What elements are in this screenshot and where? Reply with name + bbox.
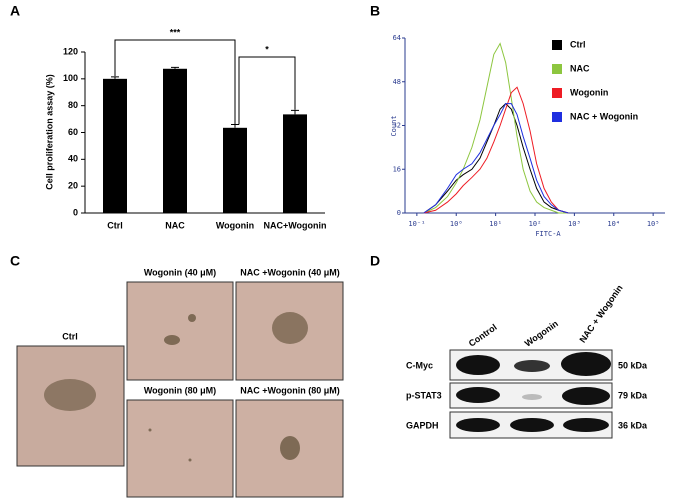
cell-cluster xyxy=(44,379,96,411)
bar xyxy=(223,127,247,213)
y-axis-label: Cell proliferation assay (%) xyxy=(44,74,54,190)
protein-label: p-STAT3 xyxy=(406,390,442,400)
image-label: Ctrl xyxy=(62,331,78,341)
significance-bracket xyxy=(238,56,296,125)
x-tick-label: 10⁴ xyxy=(607,220,620,228)
size-label: 36 kDa xyxy=(618,420,648,430)
y-tick-label: 64 xyxy=(393,34,401,42)
image-label: Wogonin (40 μM) xyxy=(144,267,216,277)
protein-label: GAPDH xyxy=(406,420,439,430)
legend-label: NAC + Wogonin xyxy=(570,111,638,121)
lane-label: Control xyxy=(467,322,499,349)
panel-letter: B xyxy=(370,3,380,19)
histogram-line xyxy=(423,42,569,214)
y-tick-label: 0 xyxy=(73,207,78,217)
band xyxy=(562,387,610,405)
size-label: 79 kDa xyxy=(618,390,648,400)
x-tick-label: Ctrl xyxy=(107,220,123,230)
size-label: 50 kDa xyxy=(618,360,648,370)
legend-label: NAC xyxy=(570,63,590,73)
lane-label: NAC + Wogonin xyxy=(577,283,624,345)
band xyxy=(561,352,611,376)
image xyxy=(126,399,234,498)
annotation: * xyxy=(265,44,269,54)
y-tick-label: 20 xyxy=(68,181,78,191)
x-tick-label: 10⁻¹ xyxy=(408,220,425,228)
legend-label: Wogonin xyxy=(570,87,608,97)
y-tick-label: 80 xyxy=(68,100,78,110)
histogram-line xyxy=(423,102,569,214)
y-tick-label: 0 xyxy=(397,209,401,217)
image xyxy=(126,281,234,381)
bar xyxy=(283,114,307,213)
legend-swatch xyxy=(552,88,562,98)
x-tick-label: 10² xyxy=(529,220,542,228)
band xyxy=(522,394,542,400)
histogram-line xyxy=(423,103,569,214)
x-axis-label: FITC-A xyxy=(535,230,561,238)
panel-letter: D xyxy=(370,253,380,269)
cell xyxy=(148,428,152,432)
blot xyxy=(449,349,613,439)
lane-label: Wogonin xyxy=(523,318,560,348)
x-tick-label: 10⁰ xyxy=(450,220,463,228)
y-tick-label: 60 xyxy=(68,127,78,137)
band xyxy=(456,418,500,432)
x-tick-label: 10³ xyxy=(568,220,581,228)
y-tick-label: 100 xyxy=(63,73,78,83)
image-label: Wogonin (80 μM) xyxy=(144,385,216,395)
error-bar xyxy=(231,123,239,128)
band xyxy=(456,387,500,403)
band xyxy=(456,355,500,375)
protein-label: C-Myc xyxy=(406,360,433,370)
error-bar xyxy=(171,66,179,69)
x-tick-label: NAC xyxy=(165,220,185,230)
legend-label: Ctrl xyxy=(570,39,586,49)
cell xyxy=(188,458,192,462)
panel-letter: A xyxy=(10,3,20,19)
image-label: NAC +Wogonin (40 μM) xyxy=(240,267,340,277)
band xyxy=(510,418,554,432)
y-tick-label: 16 xyxy=(393,165,401,173)
y-axis-label: Count xyxy=(390,115,398,136)
y-tick-label: 40 xyxy=(68,154,78,164)
x-tick-label: 10⁵ xyxy=(647,220,660,228)
micrographs xyxy=(16,281,344,498)
bar xyxy=(103,78,127,213)
histogram-line xyxy=(423,86,569,214)
x-tick-label: 10¹ xyxy=(489,220,502,228)
error-bar xyxy=(111,76,119,79)
band xyxy=(563,418,609,432)
x-tick-label: NAC+Wogonin xyxy=(263,220,326,230)
annotation: *** xyxy=(170,27,181,37)
significance-bracket xyxy=(114,39,236,125)
cell-cluster xyxy=(188,314,196,322)
x-tick-label: Wogonin xyxy=(216,220,254,230)
panel-letter: C xyxy=(10,253,20,269)
image-label: NAC +Wogonin (80 μM) xyxy=(240,385,340,395)
cell-cluster xyxy=(272,312,308,344)
legend-swatch xyxy=(552,40,562,50)
legend-swatch xyxy=(552,64,562,74)
y-tick-label: 32 xyxy=(393,122,401,130)
error-bar xyxy=(291,109,299,115)
y-tick-label: 48 xyxy=(393,78,401,86)
bar xyxy=(163,68,187,213)
y-tick-label: 120 xyxy=(63,46,78,56)
cell-cluster xyxy=(164,335,180,345)
band xyxy=(514,360,550,372)
legend-swatch xyxy=(552,112,562,122)
cell-cluster xyxy=(280,436,300,460)
